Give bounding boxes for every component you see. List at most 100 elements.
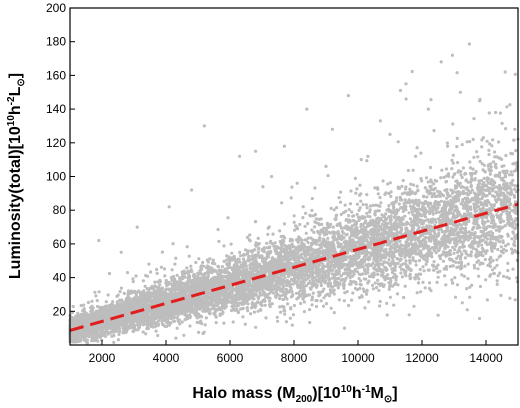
scatter-point xyxy=(493,150,497,154)
scatter-point xyxy=(481,248,485,252)
scatter-point xyxy=(387,287,391,291)
scatter-point xyxy=(395,257,399,261)
scatter-point xyxy=(283,309,287,313)
scatter-point xyxy=(493,266,497,270)
scatter-point xyxy=(321,228,325,232)
scatter-point xyxy=(423,215,427,219)
scatter-point xyxy=(482,163,486,167)
scatter-point xyxy=(385,301,389,305)
scatter-point xyxy=(194,260,198,265)
scatter-point xyxy=(363,269,367,273)
scatter-point xyxy=(468,295,472,299)
scatter-point xyxy=(499,193,503,197)
scatter-point xyxy=(362,277,366,281)
scatter-point xyxy=(364,203,368,207)
scatter-point xyxy=(303,238,307,242)
scatter-point xyxy=(480,250,484,254)
scatter-point xyxy=(241,306,245,310)
scatter-point xyxy=(466,262,470,266)
scatter-point xyxy=(476,267,480,271)
scatter-point xyxy=(293,228,297,232)
scatter-point xyxy=(347,208,351,212)
scatter-point xyxy=(342,299,346,303)
scatter-point xyxy=(510,173,514,177)
scatter-point xyxy=(513,72,517,76)
scatter-point xyxy=(507,276,511,280)
scatter-point xyxy=(487,148,491,152)
scatter-point xyxy=(357,276,361,281)
scatter-point xyxy=(358,183,362,187)
scatter-point xyxy=(473,266,477,270)
scatter-point xyxy=(451,264,455,268)
scatter-point xyxy=(339,274,343,278)
scatter-point xyxy=(476,259,480,263)
scatter-point xyxy=(322,296,326,300)
scatter-point xyxy=(481,233,485,237)
scatter-point xyxy=(495,279,499,283)
scatter-point xyxy=(385,313,389,317)
scatter-point xyxy=(501,219,506,223)
scatter-point xyxy=(474,247,478,251)
scatter-point xyxy=(465,220,469,224)
scatter-point xyxy=(315,221,319,225)
scatter-point xyxy=(410,210,414,214)
scatter-point xyxy=(471,167,475,171)
scatter-point xyxy=(505,275,509,279)
scatter-point xyxy=(404,97,408,101)
scatter-point xyxy=(500,164,504,168)
scatter-point xyxy=(257,247,261,251)
scatter-point xyxy=(436,263,440,267)
scatter-point xyxy=(384,252,388,256)
scatter-point xyxy=(451,245,455,249)
scatter-point xyxy=(378,299,382,304)
scatter-point xyxy=(398,239,402,243)
scatter-point xyxy=(158,283,162,287)
scatter-point xyxy=(243,322,247,326)
scatter-point xyxy=(455,265,459,270)
scatter-point xyxy=(280,201,284,205)
scatter-point xyxy=(394,227,398,232)
scatter-point xyxy=(96,304,100,309)
scatter-point xyxy=(346,214,351,218)
scatter-point xyxy=(365,211,369,215)
scatter-point xyxy=(317,217,321,221)
scatter-point xyxy=(408,204,413,208)
scatter-point xyxy=(457,248,461,252)
scatter-point xyxy=(415,291,419,295)
scatter-point xyxy=(361,287,365,291)
scatter-point xyxy=(414,252,418,256)
scatter-point xyxy=(361,203,365,207)
scatter-point xyxy=(476,155,480,159)
scatter-point xyxy=(439,176,443,180)
scatter-point xyxy=(355,263,359,267)
scatter-point xyxy=(175,273,179,277)
scatter-point xyxy=(156,319,160,323)
scatter-point xyxy=(254,325,258,329)
scatter-point xyxy=(404,259,408,263)
scatter-point xyxy=(468,285,472,289)
scatter-point xyxy=(480,239,484,243)
scatter-point xyxy=(267,246,272,250)
scatter-points xyxy=(68,42,520,345)
scatter-point xyxy=(366,230,370,234)
scatter-point xyxy=(469,250,474,254)
scatter-point xyxy=(343,291,347,295)
scatter-point xyxy=(457,261,461,265)
scatter-point xyxy=(304,284,308,288)
scatter-point xyxy=(446,172,451,176)
scatter-point xyxy=(455,71,459,75)
scatter-point xyxy=(425,224,429,228)
scatter-point xyxy=(495,258,499,262)
scatter-point xyxy=(104,300,108,304)
scatter-point xyxy=(299,252,304,256)
scatter-point xyxy=(265,241,269,245)
scatter-point xyxy=(391,275,395,279)
scatter-point xyxy=(419,290,423,294)
scatter-point xyxy=(306,236,310,240)
scatter-point xyxy=(416,281,421,285)
scatter-point xyxy=(265,246,269,250)
scatter-point xyxy=(98,305,102,309)
scatter-point xyxy=(463,264,467,268)
scatter-point xyxy=(283,312,287,316)
